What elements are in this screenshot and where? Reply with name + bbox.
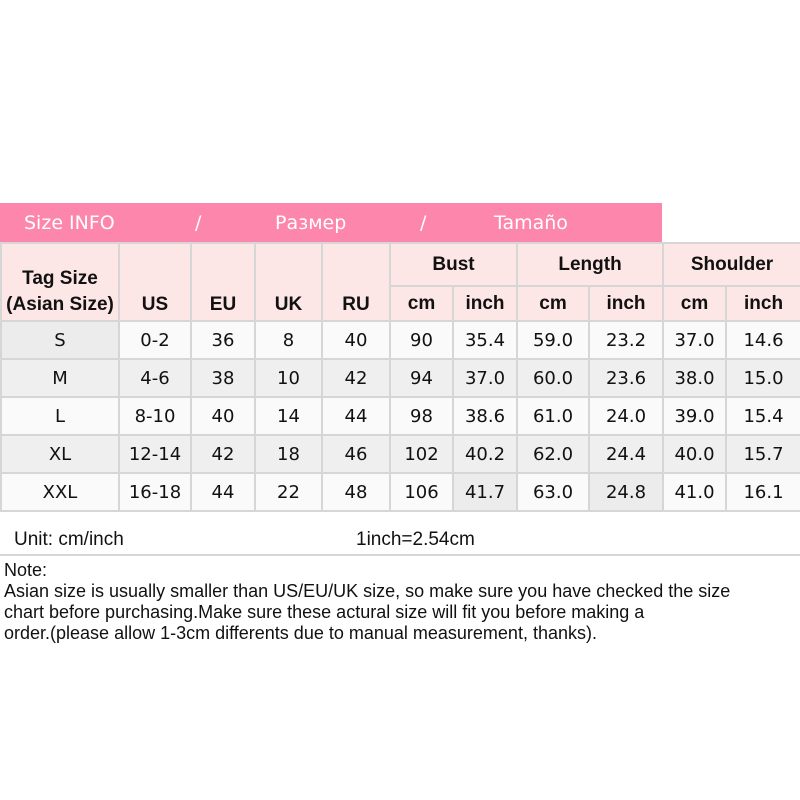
cell-eu: 38	[190, 358, 256, 398]
header-shoulder-cm: cm	[662, 285, 728, 322]
header-us: US	[118, 242, 192, 322]
header-length: Length	[516, 242, 665, 287]
header-tag-size-line1: Tag Size	[22, 268, 98, 289]
cell-tag-size: S	[0, 320, 120, 360]
note-line: order.(please allow 1-3cm differents due…	[4, 623, 597, 643]
note-line: Asian size is usually smaller than US/EU…	[4, 581, 731, 601]
cell-shoulder-cm: 38.0	[662, 358, 728, 398]
cell-bust-cm: 94	[389, 358, 454, 398]
cell-shoulder-cm: 39.0	[662, 396, 728, 436]
header-bust-inch: inch	[451, 285, 519, 322]
cell-length-cm: 63.0	[516, 472, 591, 512]
cell-shoulder-inch: 15.0	[725, 358, 800, 398]
header-length-cm: cm	[516, 285, 591, 322]
unit-conversion: 1inch=2.54cm	[356, 529, 475, 550]
cell-uk: 18	[254, 434, 323, 474]
header-shoulder-inch: inch	[725, 285, 800, 322]
cell-length-cm: 60.0	[516, 358, 591, 398]
cell-ru: 46	[321, 434, 391, 474]
size-chart-table: Tag Size (Asian Size) US EU UK RU Bust Le…	[0, 242, 800, 512]
cell-us: 4-6	[118, 358, 192, 398]
cell-bust-inch: 35.4	[451, 320, 519, 360]
banner-separator: /	[195, 212, 202, 234]
cell-shoulder-inch: 15.7	[725, 434, 800, 474]
cell-ru: 40	[321, 320, 391, 360]
cell-shoulder-cm: 41.0	[662, 472, 728, 512]
size-info-banner: Size INFO / Размер / Tamaño	[0, 203, 662, 242]
cell-length-cm: 62.0	[516, 434, 591, 474]
cell-ru: 44	[321, 396, 391, 436]
unit-row: Unit: cm/inch 1inch=2.54cm	[0, 521, 800, 556]
header-ru: RU	[321, 242, 391, 322]
banner-title-spanish: Tamaño	[494, 212, 568, 234]
cell-length-inch: 23.6	[588, 358, 665, 398]
table-row: XL 12-14 42 18 46 102 40.2 62.0 24.4 40.0 15.7	[0, 434, 800, 474]
cell-shoulder-inch: 14.6	[725, 320, 800, 360]
header-uk: UK	[254, 242, 323, 322]
cell-shoulder-cm: 37.0	[662, 320, 728, 360]
cell-eu: 36	[190, 320, 256, 360]
cell-bust-inch: 41.7	[451, 472, 519, 512]
cell-length-inch: 24.8	[588, 472, 665, 512]
header-eu: EU	[190, 242, 256, 322]
cell-bust-cm: 98	[389, 396, 454, 436]
cell-us: 0-2	[118, 320, 192, 360]
cell-tag-size: M	[0, 358, 120, 398]
cell-us: 16-18	[118, 472, 192, 512]
cell-shoulder-cm: 40.0	[662, 434, 728, 474]
table-row: XXL 16-18 44 22 48 106 41.7 63.0 24.8 41.0 16.1	[0, 472, 800, 512]
note-title: Note:	[4, 560, 48, 580]
cell-eu: 42	[190, 434, 256, 474]
cell-bust-cm: 102	[389, 434, 454, 474]
cell-tag-size: XXL	[0, 472, 120, 512]
cell-uk: 8	[254, 320, 323, 360]
table-row: M 4-6 38 10 42 94 37.0 60.0 23.6 38.0 15.0	[0, 358, 800, 398]
header-length-inch: inch	[588, 285, 665, 322]
cell-bust-inch: 37.0	[451, 358, 519, 398]
cell-bust-cm: 106	[389, 472, 454, 512]
cell-ru: 42	[321, 358, 391, 398]
cell-bust-cm: 90	[389, 320, 454, 360]
cell-shoulder-inch: 16.1	[725, 472, 800, 512]
cell-us: 8-10	[118, 396, 192, 436]
cell-length-cm: 59.0	[516, 320, 591, 360]
cell-ru: 48	[321, 472, 391, 512]
cell-tag-size: L	[0, 396, 120, 436]
table-row: S 0-2 36 8 40 90 35.4 59.0 23.2 37.0 14.6	[0, 320, 800, 360]
cell-shoulder-inch: 15.4	[725, 396, 800, 436]
cell-bust-inch: 38.6	[451, 396, 519, 436]
cell-us: 12-14	[118, 434, 192, 474]
cell-tag-size: XL	[0, 434, 120, 474]
table-row: L 8-10 40 14 44 98 38.6 61.0 24.0 39.0 15.4	[0, 396, 800, 436]
cell-length-cm: 61.0	[516, 396, 591, 436]
note: Note: Asian size is usually smaller than…	[4, 560, 730, 644]
banner-separator: /	[420, 212, 427, 234]
cell-bust-inch: 40.2	[451, 434, 519, 474]
cell-length-inch: 24.4	[588, 434, 665, 474]
cell-uk: 22	[254, 472, 323, 512]
header-tag-size-line2: (Asian Size)	[6, 294, 114, 315]
cell-length-inch: 24.0	[588, 396, 665, 436]
cell-uk: 10	[254, 358, 323, 398]
unit-label: Unit: cm/inch	[14, 529, 124, 550]
header-shoulder: Shoulder	[662, 242, 800, 287]
note-line: chart before purchasing.Make sure these …	[4, 602, 645, 622]
header-bust-cm: cm	[389, 285, 454, 322]
cell-length-inch: 23.2	[588, 320, 665, 360]
banner-title-english: Size INFO	[24, 212, 115, 234]
cell-eu: 44	[190, 472, 256, 512]
cell-eu: 40	[190, 396, 256, 436]
banner-title-russian: Размер	[275, 212, 347, 234]
header-tag-size: Tag Size (Asian Size)	[0, 242, 120, 322]
header-bust: Bust	[388, 242, 519, 287]
cell-uk: 14	[254, 396, 323, 436]
